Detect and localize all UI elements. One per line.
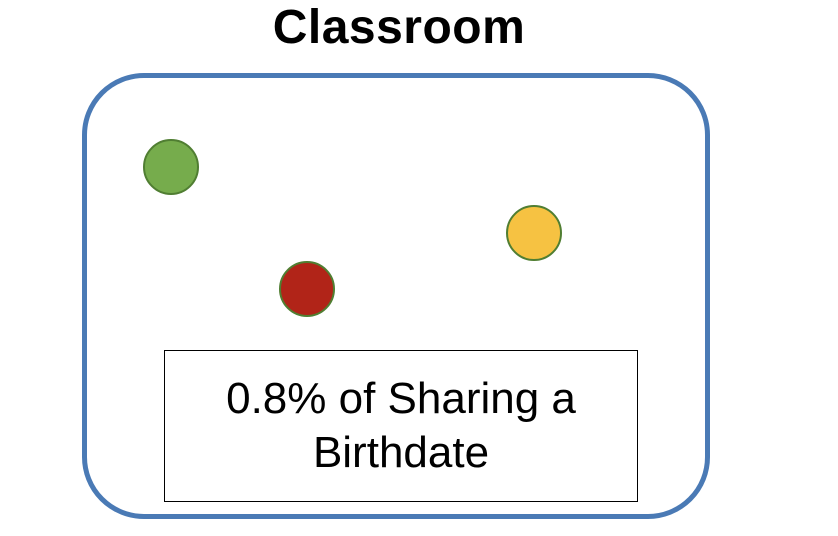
probability-label-box: 0.8% of Sharing a Birthdate xyxy=(164,350,638,502)
student-dot-yellow xyxy=(506,205,562,261)
student-dot-red xyxy=(279,261,335,317)
probability-label: 0.8% of Sharing a Birthdate xyxy=(226,374,576,477)
diagram-title: Classroom xyxy=(272,1,526,54)
student-dot-green xyxy=(143,139,199,195)
